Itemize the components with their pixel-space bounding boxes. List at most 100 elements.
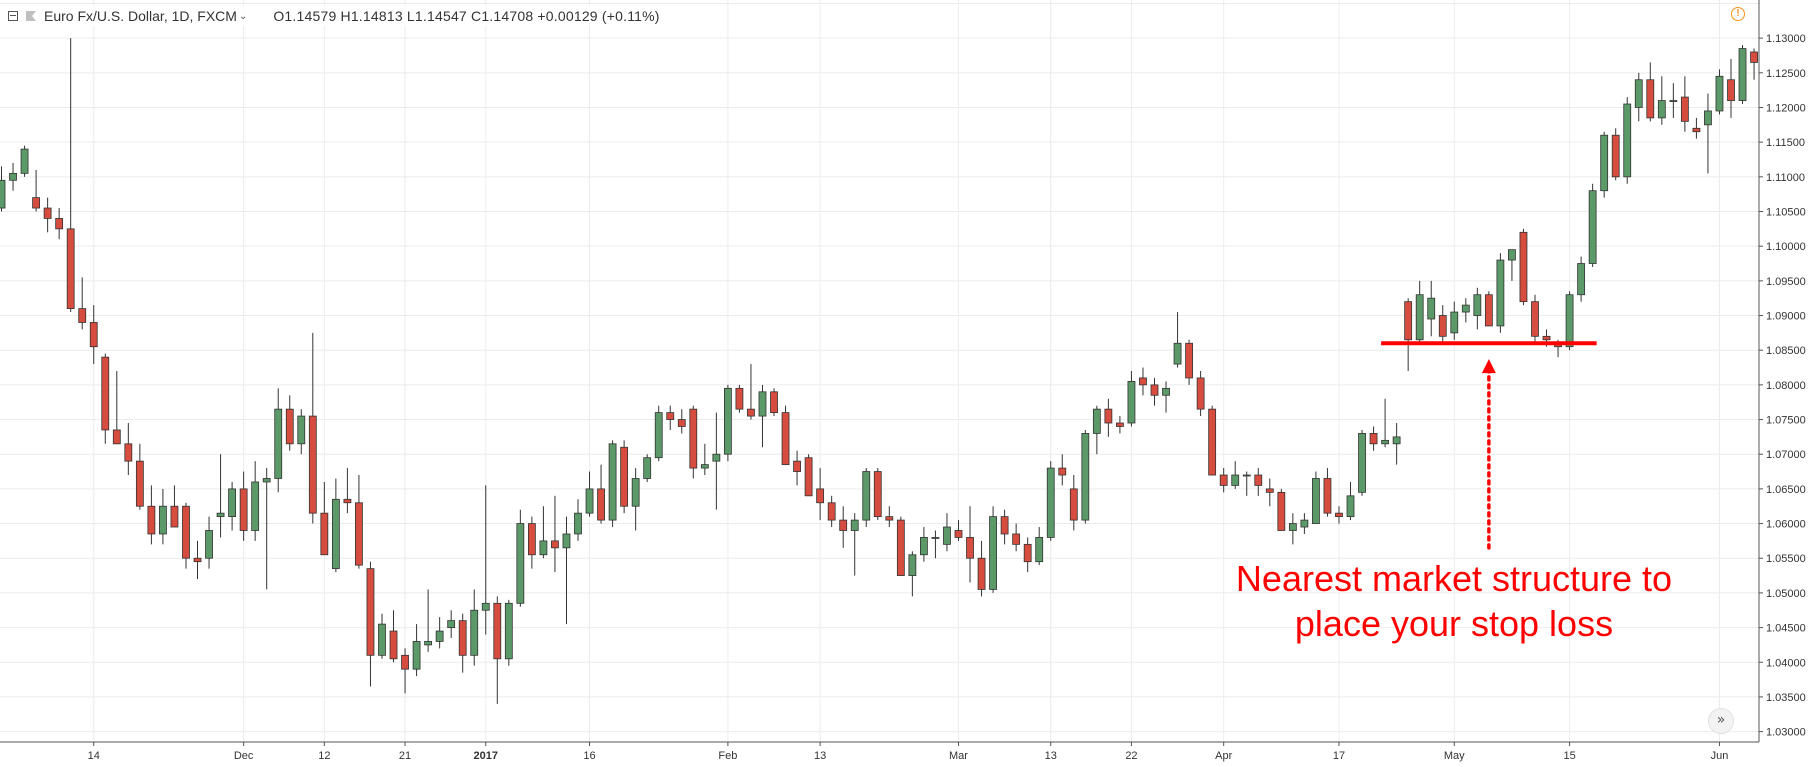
candle <box>412 624 421 677</box>
candle-body <box>1092 408 1101 434</box>
candle-body <box>1438 315 1447 337</box>
y-tick-label: 1.11500 <box>1766 137 1805 149</box>
candle-body <box>135 460 144 507</box>
candle <box>0 166 6 212</box>
candle-body <box>954 530 963 538</box>
candle <box>308 332 317 524</box>
candle-body <box>262 478 271 483</box>
candle <box>1242 471 1251 496</box>
candle <box>1588 183 1597 267</box>
candle-body <box>320 512 329 556</box>
candle-body <box>412 641 421 670</box>
candle <box>1415 280 1424 344</box>
candle <box>297 409 306 455</box>
candle-body <box>389 630 398 660</box>
candle <box>1623 97 1632 184</box>
candle <box>1231 461 1240 489</box>
candle-body <box>793 460 801 472</box>
y-tick-label: 1.03000 <box>1766 727 1806 739</box>
candle-body <box>378 623 386 656</box>
candle-body <box>712 453 721 462</box>
candle-body <box>1646 79 1655 119</box>
x-axis[interactable]: 14 Dec 12 21 2017 16 Feb 13 Mar 13 22 Apr 17 May 15 Jun <box>88 742 1729 762</box>
candle-body <box>1023 543 1032 563</box>
candle-body <box>747 408 755 417</box>
candle <box>1300 513 1309 534</box>
candle-body <box>1404 301 1413 341</box>
candle <box>470 589 479 666</box>
candle-body <box>1265 488 1274 493</box>
candle-body <box>1623 103 1632 178</box>
candle-body <box>677 419 686 427</box>
annotations: Nearest market structure to place your s… <box>1236 341 1672 644</box>
candle <box>1092 405 1101 455</box>
candle-body <box>1196 377 1205 410</box>
candle-body <box>285 408 294 445</box>
candle <box>1565 291 1574 351</box>
candle <box>55 208 64 240</box>
y-tick-label: 1.07500 <box>1766 415 1806 427</box>
candle-body <box>562 533 571 549</box>
candle <box>689 405 698 479</box>
candle-body <box>251 481 260 531</box>
candle-body <box>182 505 190 559</box>
candle-body <box>1531 301 1539 337</box>
candle <box>1265 478 1274 507</box>
candle-body <box>66 228 75 309</box>
y-tick-label: 1.09000 <box>1766 311 1806 323</box>
y-tick-label: 1.06500 <box>1766 484 1806 496</box>
candle <box>1254 468 1263 496</box>
annotation-text-line-1[interactable]: Nearest market structure to <box>1236 558 1672 599</box>
candle <box>89 305 98 365</box>
y-axis[interactable]: 1.03000 1.03500 1.04000 1.04500 1.05000 1.055… <box>1759 33 1806 739</box>
candle-body <box>1519 231 1528 303</box>
x-tick-label: 13 <box>1045 750 1057 762</box>
collapse-square-icon[interactable] <box>8 11 18 21</box>
candle-body <box>216 512 225 518</box>
candle <box>931 530 940 559</box>
candle-body <box>1242 474 1251 477</box>
candle <box>1381 398 1389 448</box>
warning-circle-icon[interactable]: ! <box>1731 7 1745 21</box>
chevron-down-icon[interactable]: ⌄ <box>238 10 248 22</box>
candle-body <box>1473 294 1482 316</box>
candle-body <box>1427 297 1436 320</box>
candle <box>32 169 40 212</box>
candle <box>1116 416 1124 434</box>
candle-body <box>666 412 675 420</box>
candle <box>170 485 179 528</box>
candle-body <box>43 207 52 219</box>
candle-body <box>850 519 859 531</box>
candle-body <box>539 540 548 556</box>
candle-body <box>597 488 605 521</box>
candle <box>793 450 801 486</box>
candle <box>239 471 248 541</box>
candle-body <box>1116 422 1124 427</box>
candle <box>66 38 75 313</box>
candle-body <box>920 537 928 556</box>
candle <box>1704 93 1712 174</box>
candle <box>504 599 513 666</box>
candle <box>1461 298 1470 323</box>
candle <box>435 617 444 649</box>
candle-body <box>1035 537 1044 563</box>
flag-icon[interactable] <box>26 11 36 21</box>
candle-body <box>1415 294 1424 341</box>
candle <box>712 412 721 510</box>
scroll-to-realtime-button[interactable]: » <box>1708 708 1734 734</box>
candle-body <box>228 488 237 518</box>
candle-body <box>1704 110 1712 126</box>
ohlc-values: O1.14579 H1.14813 L1.14547 C1.14708 +0.0… <box>273 8 660 24</box>
candle-body <box>723 387 732 455</box>
candle-body <box>366 568 375 656</box>
candle-body <box>297 415 306 445</box>
candle <box>631 468 640 531</box>
annotation-text-line-2[interactable]: place your stop loss <box>1295 603 1613 644</box>
candle <box>1438 305 1447 344</box>
symbol-title[interactable]: Euro Fx/U.S. Dollar, 1D, FXCM <box>44 8 237 24</box>
candle-body <box>896 519 905 576</box>
candle <box>1000 509 1009 545</box>
x-tick-label: 16 <box>583 750 595 762</box>
